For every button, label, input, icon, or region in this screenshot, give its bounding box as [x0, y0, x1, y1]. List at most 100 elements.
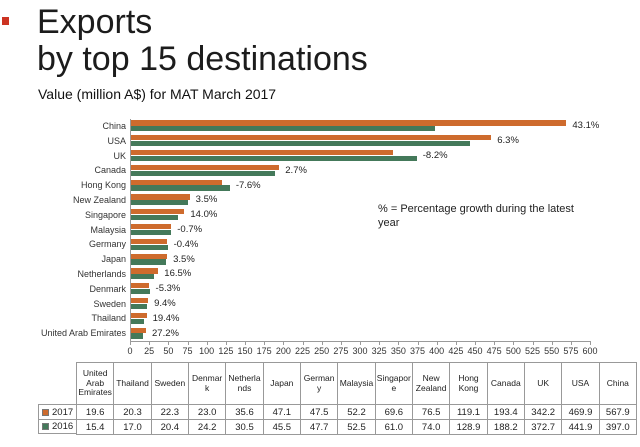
x-tick-label: 75: [182, 346, 193, 356]
growth-label: 14.0%: [190, 209, 218, 221]
y-axis-line: [130, 119, 131, 342]
x-tick-mark: [455, 342, 457, 345]
x-tick-mark: [570, 342, 572, 345]
x-tick-mark: [225, 342, 227, 345]
table-column-header: UK: [524, 363, 563, 405]
table-value-cell: 193.4: [487, 405, 525, 420]
data-table: United Arab Emirates Thailand Sweden Denmar…: [76, 362, 637, 435]
table-column-header: Netherlands: [226, 363, 264, 405]
table-value-cell: 47.1: [263, 405, 301, 420]
x-tick-label: 525: [524, 346, 541, 356]
table-value-cell: 52.5: [338, 420, 376, 435]
x-tick-mark: [417, 342, 419, 345]
table-value-cell: 372.7: [524, 420, 563, 435]
category-label: China: [102, 120, 126, 131]
bar-2017: [131, 164, 280, 170]
bar-2017: [131, 209, 185, 215]
bar-2017: [131, 194, 190, 200]
table-value-cell: 24.2: [188, 420, 227, 435]
bar-chart: % = Percentage growth during the latest …: [0, 119, 640, 359]
growth-annotation: % = Percentage growth during the latest …: [378, 203, 574, 229]
bar-2017: [131, 120, 567, 126]
bar-2017: [131, 312, 147, 318]
red-marker-icon: [2, 17, 9, 25]
table-column-header: China: [599, 363, 637, 405]
page-title: Exports by top 15 destinations: [37, 4, 368, 78]
table-value-cell: 188.2: [487, 420, 525, 435]
bar-2016: [131, 185, 230, 191]
table-value-cell: 119.1: [450, 405, 488, 420]
growth-label: -0.4%: [173, 238, 199, 250]
bar-2017: [131, 179, 223, 185]
growth-label: 3.5%: [195, 194, 218, 206]
x-tick-mark: [475, 342, 476, 345]
bar-2017: [131, 327, 147, 333]
x-tick-mark: [513, 342, 515, 345]
category-label: Netherlands: [77, 268, 126, 279]
bar-2016: [131, 333, 143, 339]
x-tick-mark: [187, 342, 189, 345]
x-tick-label: 350: [390, 346, 406, 356]
x-tick-label: 475: [486, 346, 502, 356]
table-value-cell: 45.5: [263, 420, 301, 435]
bar-2016: [131, 141, 470, 147]
table-value-cell: 35.6: [226, 405, 264, 420]
table-value-cell: 20.3: [114, 405, 152, 420]
bar-2016: [131, 244, 168, 250]
category-label: United Arab Emirates: [40, 328, 126, 339]
x-tick-mark: [130, 342, 131, 345]
table-column-header: Germany: [300, 363, 339, 405]
growth-label: -5.3%: [155, 283, 181, 295]
bar-2017: [131, 283, 149, 289]
table-value-cell: 397.0: [599, 420, 637, 435]
legend-swatch-2017-icon: [42, 408, 49, 416]
x-tick-label: 300: [352, 346, 368, 356]
bar-2016: [131, 318, 145, 324]
growth-label: 9.4%: [154, 298, 176, 309]
x-tick-mark: [590, 342, 591, 345]
table-value-cell: 19.6: [77, 405, 115, 420]
growth-label: 19.4%: [152, 312, 180, 324]
table-column-header: Sweden: [151, 363, 189, 405]
title-line-1: Exports: [37, 3, 153, 41]
category-label: USA: [107, 135, 126, 146]
bar-2016: [131, 200, 188, 206]
x-tick-label: 0: [127, 346, 133, 356]
table-legend: 2017 2016: [38, 404, 77, 434]
table-value-cell: 20.4: [151, 420, 189, 435]
x-tick-label: 425: [448, 346, 464, 356]
x-tick-label: 225: [294, 346, 311, 356]
table-value-cell: 15.4: [77, 420, 115, 435]
category-label: Thailand: [91, 313, 126, 324]
table-column-header: New Zealand: [412, 363, 451, 405]
bar-2017: [131, 268, 159, 274]
category-label: Germany: [88, 239, 126, 250]
x-tick-label: 275: [333, 346, 349, 356]
table-value-cell: 76.5: [412, 405, 451, 420]
x-tick-mark: [379, 342, 381, 345]
growth-label: -7.6%: [235, 179, 261, 191]
x-tick-mark: [436, 342, 438, 345]
x-tick-mark: [149, 342, 151, 345]
growth-label: 3.5%: [173, 253, 195, 265]
bar-2016: [131, 215, 178, 221]
x-tick-mark: [398, 342, 400, 345]
table-value-cell: 74.0: [412, 420, 451, 435]
table-value-cell: 47.7: [300, 420, 339, 435]
bar-2017: [131, 224, 172, 230]
bar-2016: [131, 303, 147, 309]
legend-item-2016: 2016: [38, 419, 77, 434]
table-value-cell: 47.5: [300, 405, 339, 420]
table-column-header: Canada: [487, 363, 525, 405]
x-tick-label: 325: [371, 346, 387, 356]
bar-2017: [131, 238, 168, 244]
growth-label: 27.2%: [152, 327, 179, 339]
x-tick-label: 175: [256, 346, 272, 356]
x-tick-mark: [245, 342, 246, 345]
growth-label: 43.1%: [572, 120, 600, 132]
x-tick-label: 150: [237, 346, 253, 356]
x-tick-mark: [340, 342, 342, 345]
category-label: Canada: [94, 165, 126, 176]
table-column-header: Japan: [263, 363, 301, 405]
